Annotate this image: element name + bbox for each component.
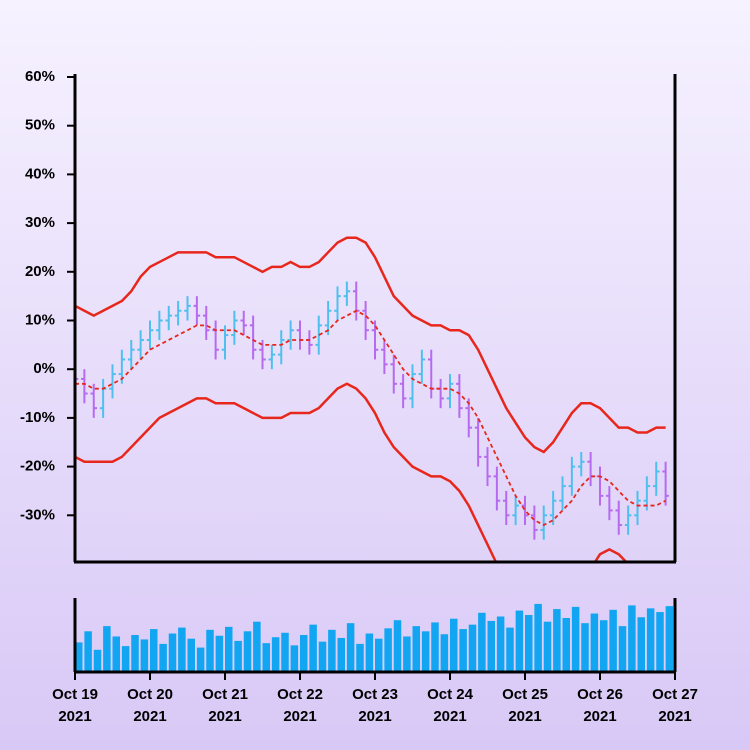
volume-bar (618, 626, 627, 672)
volume-bar (468, 624, 477, 672)
volume-bar (534, 603, 542, 672)
volume-bar (140, 639, 149, 672)
volume-bar (290, 645, 299, 672)
y-tick-label: 20% (25, 263, 55, 280)
y-tick-label: -30% (20, 506, 55, 523)
volume-bar (215, 635, 224, 672)
axes: 60% 50% 40% 30% 20% 10% 0% -10% -20% -30% (20, 68, 677, 680)
volume-bar (365, 633, 374, 672)
x-tick-label: Oct 21 2021 (202, 686, 248, 725)
y-tick-label: 30% (25, 214, 55, 231)
volume-bar (243, 631, 252, 672)
x-tick-label: Oct 26 2021 (577, 686, 623, 725)
volume-bar (553, 609, 561, 672)
volume-plot (75, 603, 674, 672)
volume-bar (271, 637, 280, 672)
volume-bar (450, 618, 458, 672)
volume-bar (600, 620, 608, 672)
volume-bar (412, 626, 420, 672)
volume-bar (543, 621, 552, 672)
x-tick-label: Oct 27 2021 (652, 686, 698, 725)
volume-bar (581, 623, 589, 672)
x-tick-label: Oct 20 2021 (127, 686, 173, 725)
y-tick-label: -10% (20, 409, 55, 426)
volume-bar (328, 629, 336, 672)
volume-bar (356, 643, 364, 672)
volume-bar (103, 626, 111, 672)
x-tick-label: Oct 24 2021 (427, 686, 473, 725)
volume-bar (318, 641, 327, 672)
volume-bar (225, 626, 233, 672)
volume-bar (421, 631, 430, 672)
volume-bar (637, 617, 645, 672)
volume-bar (440, 634, 449, 672)
volume-bar (487, 620, 495, 672)
volume-bar (393, 620, 402, 672)
volume-bar (159, 643, 167, 672)
volume-bar (515, 610, 524, 672)
volume-bar (281, 632, 289, 672)
volume-bar (506, 627, 514, 672)
band-line (75, 236, 666, 454)
volume-bar (590, 613, 599, 672)
volume-bar (562, 617, 570, 672)
volume-bar (337, 637, 345, 672)
volume-bar (84, 631, 92, 672)
volume-bar (459, 629, 467, 672)
volume-bar (496, 616, 505, 672)
volume-bar (178, 627, 186, 672)
volume-bar (112, 636, 120, 672)
volume-bar (403, 636, 411, 672)
volume-bar (609, 609, 617, 672)
y-tick-label: -20% (20, 458, 55, 475)
volume-bar (121, 646, 130, 672)
volume-bar (187, 638, 195, 672)
volume-bar (375, 638, 383, 672)
volume-bar (346, 623, 355, 672)
y-tick-label: 50% (25, 117, 55, 134)
volume-bar (309, 624, 317, 672)
volume-bar (93, 649, 102, 672)
volume-bar (628, 605, 636, 672)
volume-bar (646, 608, 655, 672)
volume-bar (300, 635, 308, 672)
y-tick-label: 60% (25, 68, 55, 85)
x-tick-label: Oct 25 2021 (502, 686, 548, 725)
volume-bar (150, 629, 158, 672)
volume-bar (262, 643, 270, 672)
volume-bar (478, 612, 486, 672)
volume-bar (253, 621, 261, 672)
price-plot (75, 236, 669, 562)
volume-bar (431, 622, 439, 672)
y-tick-label: 0% (33, 360, 55, 377)
volume-bar (571, 606, 580, 672)
y-tick-label: 10% (25, 311, 55, 328)
x-tick-label: Oct 23 2021 (352, 686, 398, 725)
x-tick-label: Oct 22 2021 (277, 686, 323, 725)
band-line (75, 382, 628, 562)
volume-bar (75, 642, 83, 672)
volume-bar (525, 615, 533, 672)
volume-bar (234, 640, 242, 672)
moving-average (75, 309, 667, 527)
volume-bar (206, 629, 214, 672)
volume-bar (168, 633, 177, 672)
volume-bar (196, 647, 205, 672)
x-tick-label: Oct 19 2021 (52, 686, 98, 725)
volume-bar (665, 606, 674, 672)
volume-bar (384, 628, 392, 672)
volume-bar (656, 612, 664, 672)
y-tick-label: 40% (25, 165, 55, 182)
volume-bar (131, 635, 139, 672)
